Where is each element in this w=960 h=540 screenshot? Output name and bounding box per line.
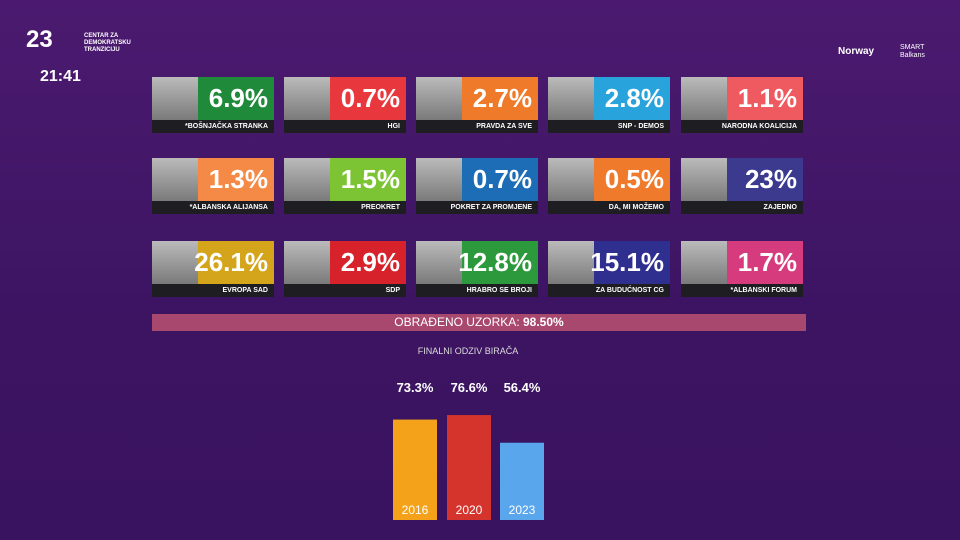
party-name: NARODNA KOALICIJA (681, 120, 803, 133)
party-result: 23% (744, 164, 797, 194)
party-name: SDP (284, 284, 406, 297)
party-name: HRABRO SE BROJI (416, 284, 538, 297)
party-name: POKRET ZA PROMJENE (416, 201, 538, 214)
party-name: *ALBANSKA ALIJANSA (152, 201, 274, 214)
party-card: 2.9% SDP (284, 241, 406, 297)
value-label: 56.4% (504, 380, 541, 395)
party-card: 2.7% PRAVDA ZA SVE (416, 77, 538, 133)
party-result: 6.9% (208, 83, 268, 113)
party-name: EVROPA SAD (152, 284, 274, 297)
party-result: 12.8% (458, 247, 532, 277)
party-result: 2.7% (472, 83, 532, 113)
value-label: 73.3% (397, 380, 434, 395)
category-label: 2020 (456, 503, 483, 517)
party-card: 0.5% DA, MI MOŽEMO (548, 158, 670, 214)
party-card: 0.7% POKRET ZA PROMJENE (416, 158, 538, 214)
party-result: 26.1% (194, 247, 268, 277)
bar (500, 442, 544, 520)
logo-text: CENTAR ZA DEMOKRATSKU TRANZICIJU (84, 33, 131, 53)
party-name: ZAJEDNO (681, 201, 803, 214)
party-card: 1.5% PREOKRET (284, 158, 406, 214)
party-result: 2.8% (604, 83, 664, 113)
party-result: 1.7% (737, 247, 797, 277)
party-card: 0.7% HGI (284, 77, 406, 133)
progress-label: OBRAĐENO UZORKA: (394, 315, 520, 329)
bar (447, 415, 491, 520)
party-name: DA, MI MOŽEMO (548, 201, 670, 214)
party-name: ZA BUDUĆNOST CG (548, 284, 670, 297)
party-result: 15.1% (590, 247, 664, 277)
sponsor: Norway (838, 46, 875, 57)
party-card: 23% ZAJEDNO (681, 158, 803, 214)
party-name: PREOKRET (284, 201, 406, 214)
progress-value: 98.50% (523, 315, 564, 329)
party-result: 1.5% (340, 164, 400, 194)
sponsor: SMART Balkans (900, 44, 925, 59)
party-result: 0.5% (604, 164, 664, 194)
party-card: 26.1% EVROPA SAD (152, 241, 274, 297)
party-result: 1.3% (208, 164, 268, 194)
progress-bar: OBRAĐENO UZORKA: 98.50% (152, 314, 806, 331)
party-name: HGI (284, 120, 406, 133)
party-card: 1.1% NARODNA KOALICIJA (681, 77, 803, 133)
chart-title: FINALNI ODZIV BIRAČA (417, 346, 519, 356)
party-result: 1.1% (737, 83, 797, 113)
party-card: 6.9% *BOŠNJAČKA STRANKA (152, 77, 274, 133)
category-label: 2016 (402, 503, 429, 517)
party-result: 2.9% (340, 247, 400, 277)
party-card: 1.3% *ALBANSKA ALIJANSA (152, 158, 274, 214)
clock: 21:41 (40, 68, 81, 85)
party-name: PRAVDA ZA SVE (416, 120, 538, 133)
party-card: 12.8% HRABRO SE BROJI (416, 241, 538, 297)
party-result: 0.7% (340, 83, 400, 113)
logo-mark: 23 (26, 26, 53, 53)
party-name: *ALBANSKI FORUM (681, 284, 803, 297)
value-label: 76.6% (451, 380, 488, 395)
category-label: 2023 (509, 503, 536, 517)
party-card: 2.8% SNP - DEMOS (548, 77, 670, 133)
party-card: 15.1% ZA BUDUĆNOST CG (548, 241, 670, 297)
party-result: 0.7% (472, 164, 532, 194)
party-name: SNP - DEMOS (548, 120, 670, 133)
party-card: 1.7% *ALBANSKI FORUM (681, 241, 803, 297)
bar (393, 419, 437, 520)
party-name: *BOŠNJAČKA STRANKA (152, 120, 274, 133)
